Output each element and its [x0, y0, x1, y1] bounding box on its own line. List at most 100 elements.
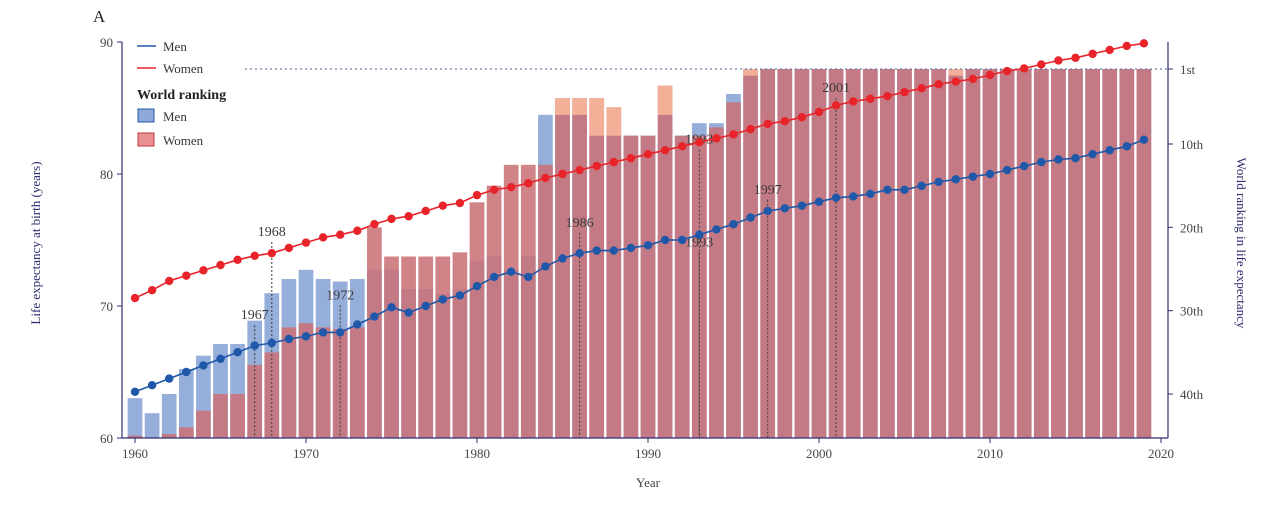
men-life-expectancy-point-1978: [438, 295, 447, 304]
women-life-expectancy-point-1991: [660, 146, 670, 155]
men-life-expectancy-point-2015: [1071, 153, 1080, 163]
women-ranking-bar-1970: [298, 323, 314, 438]
women-life-expectancy-point-1995: [729, 130, 738, 139]
women-life-expectancy-point-1963: [182, 271, 191, 280]
women-ranking-bar-1994: [709, 127, 724, 438]
men-life-expectancy-point-1999: [797, 201, 807, 210]
women-ranking-bar-2000: [811, 69, 827, 438]
x-tick-label-1960: 1960: [122, 446, 148, 461]
axes: 1960 1970 1980 1990 2000 2010 2020 60 70 80 90 1st 1…: [100, 35, 1204, 461]
annotation-label-0: 1967: [241, 308, 269, 323]
men-life-expectancy-point-1973: [353, 320, 362, 329]
men-life-expectancy-point-1965: [216, 354, 225, 363]
men-life-expectancy-point-2016: [1088, 150, 1097, 159]
women-life-expectancy-point-2007: [934, 80, 943, 89]
men-life-expectancy-point-2009: [968, 172, 978, 181]
women-ranking-cap-1987: [589, 98, 605, 136]
men-life-expectancy-point-2000: [814, 197, 824, 206]
women-ranking-bar-1992: [674, 135, 690, 438]
women-ranking-bar-1987: [589, 98, 605, 439]
y-right-tick-label-0: 1st: [1180, 62, 1196, 77]
men-life-expectancy-point-1982: [507, 267, 516, 276]
women-ranking-bar-2003: [862, 69, 878, 438]
women-ranking-bar-2009: [965, 69, 981, 438]
men-life-expectancy-point-1980: [472, 282, 482, 291]
men-life-expectancy-point-2007: [934, 177, 943, 187]
women-ranking-bar-2011: [999, 69, 1015, 438]
x-tick-label-2010: 2010: [977, 446, 1003, 461]
men-life-expectancy-point-2018: [1122, 142, 1132, 151]
y-right-tick-label-3: 30th: [1180, 304, 1204, 319]
women-ranking-cap-2008: [948, 69, 964, 76]
men-life-expectancy-point-1996: [746, 213, 755, 222]
men-life-expectancy-point-1991: [660, 235, 670, 245]
women-ranking-bar-2013: [1033, 69, 1049, 438]
annotation-label-2: 1972: [326, 288, 354, 303]
women-life-expectancy-point-2018: [1122, 41, 1132, 51]
women-life-expectancy-point-2016: [1088, 49, 1097, 59]
women-ranking-bar-1984: [538, 164, 553, 439]
y-right-tick-label-2: 20th: [1180, 220, 1204, 235]
women-life-expectancy-point-2011: [1002, 66, 1012, 76]
annotation-label-1: 1968: [258, 225, 286, 240]
women-life-expectancy-point-2012: [1019, 64, 1029, 73]
men-life-expectancy-point-1994: [712, 225, 721, 234]
women-ranking-bar-2007: [931, 69, 947, 438]
women-ranking-bar-1962: [161, 434, 177, 438]
men-life-expectancy-point-1981: [489, 272, 499, 282]
women-life-expectancy-point-2004: [883, 91, 892, 101]
women-ranking-bar-2015: [1068, 69, 1083, 438]
women-life-expectancy-point-2003: [866, 94, 875, 103]
women-ranking-bar-1986: [572, 98, 587, 439]
women-ranking-bar-1974: [367, 227, 382, 438]
legend-ranking-title: World ranking: [137, 88, 226, 103]
men-life-expectancy-point-1976: [404, 308, 413, 317]
women-ranking-bar-1999: [794, 69, 810, 438]
women-ranking-bar-1963: [178, 427, 194, 438]
women-life-expectancy-point-1964: [199, 266, 208, 275]
x-tick-label-2000: 2000: [806, 446, 832, 461]
women-ranking-bar-1971: [315, 327, 331, 438]
women-ranking-bar-2017: [1102, 69, 1118, 438]
women-life-expectancy-point-2017: [1105, 45, 1114, 55]
men-life-expectancy-point-1990: [643, 241, 653, 250]
men-life-expectancy-point-1987: [592, 246, 601, 255]
women-ranking-bar-1989: [623, 135, 639, 438]
men-life-expectancy-point-1961: [147, 381, 157, 390]
women-ranking-cap-1991: [657, 85, 673, 115]
women-life-expectancy-point-1976: [404, 212, 413, 221]
women-life-expectancy-point-1984: [541, 173, 550, 183]
women-ranking-bar-2018: [1119, 69, 1135, 438]
women-ranking-cap-1986: [572, 98, 587, 115]
women-ranking-bar-2005: [897, 69, 912, 438]
x-tick-label-1980: 1980: [464, 446, 490, 461]
men-life-expectancy-point-2002: [849, 192, 858, 201]
women-life-expectancy-point-1993: [695, 138, 704, 147]
men-life-expectancy-point-1971: [318, 328, 328, 337]
men-life-expectancy-point-1970: [301, 332, 311, 341]
men-ranking-bar-1962: [161, 394, 177, 438]
women-ranking-cap-1985: [555, 98, 570, 115]
men-life-expectancy-point-1974: [370, 312, 379, 321]
men-life-expectancy-point-1977: [421, 301, 430, 311]
women-life-expectancy-point-1969: [284, 243, 294, 253]
women-life-expectancy-point-1990: [643, 150, 653, 159]
women-ranking-bar-1972: [332, 329, 348, 438]
women-ranking-bar-1988: [606, 107, 622, 438]
men-life-expectancy-point-1966: [233, 348, 242, 357]
women-ranking-bar-2014: [1051, 69, 1066, 438]
men-life-expectancy-point-2013: [1037, 157, 1046, 167]
women-ranking-bar-1960: [127, 435, 143, 438]
women-ranking-bar-2016: [1085, 69, 1100, 438]
women-life-expectancy-point-2006: [917, 84, 926, 93]
women-life-expectancy-point-1962: [165, 276, 174, 286]
men-life-expectancy-point-2008: [951, 175, 960, 184]
women-ranking-bar-2004: [880, 69, 895, 438]
y-left-axis-title: Life expectancy at birth (years): [28, 161, 43, 324]
women-life-expectancy-point-1986: [575, 165, 584, 175]
men-ranking-bar-1961: [144, 413, 160, 438]
women-life-expectancy-point-1974: [370, 219, 379, 229]
men-life-expectancy-point-1975: [387, 303, 396, 312]
y-left-tick-label-60: 60: [100, 431, 113, 446]
life-expectancy-lines: [130, 39, 1149, 396]
